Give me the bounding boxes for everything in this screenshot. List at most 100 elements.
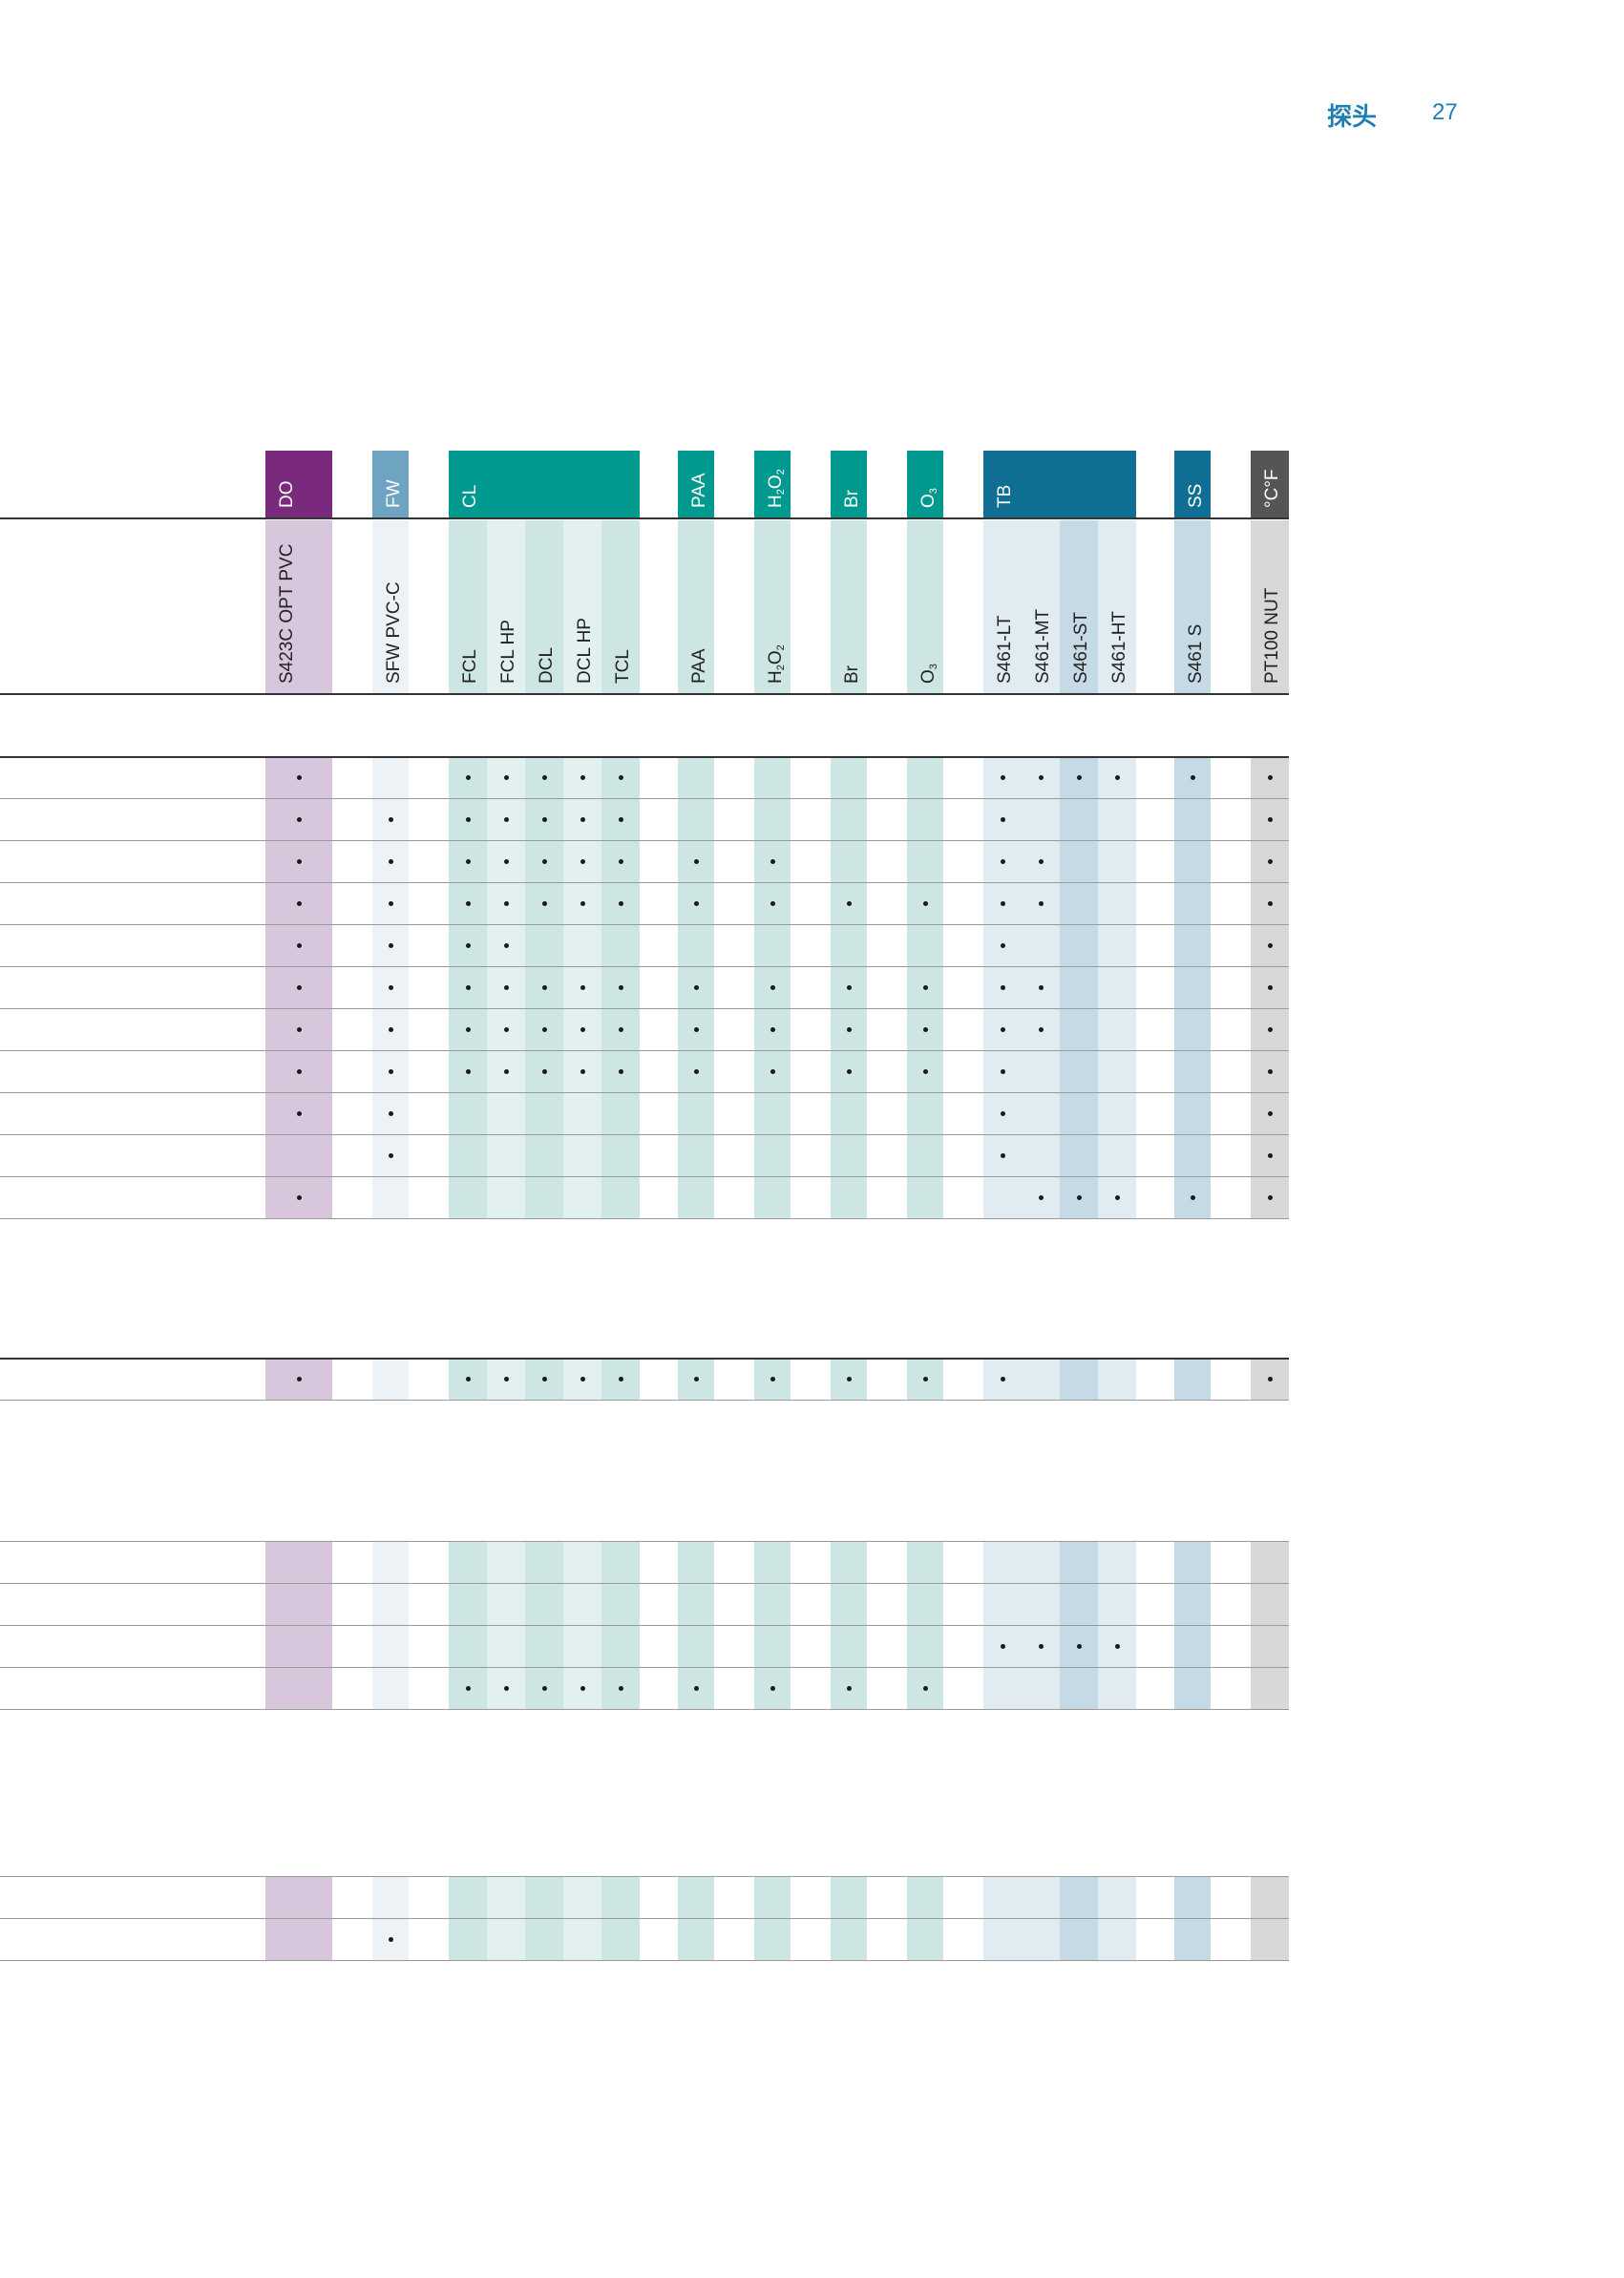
- compat-dot: [846, 1685, 852, 1691]
- compat-dot: [618, 816, 623, 822]
- compat-dot: [770, 1685, 775, 1691]
- compat-dot: [503, 1376, 509, 1382]
- compat-dot: [296, 1068, 302, 1074]
- compat-dot: [618, 1026, 623, 1032]
- compat-dot: [693, 1026, 699, 1032]
- compat-dot: [1000, 1643, 1005, 1649]
- compat-dot: [296, 984, 302, 990]
- compat-dot: [1076, 1194, 1082, 1200]
- compat-dot: [541, 1685, 547, 1691]
- column-stripe-8-0: [754, 520, 791, 693]
- row-divider: [0, 1667, 1289, 1668]
- group-header-cl: CL: [449, 451, 640, 517]
- column-stripe-14-0: [1098, 520, 1136, 693]
- group-header-h2o2: H2O2: [754, 451, 791, 517]
- column-stripe-14-1: [1098, 756, 1136, 1218]
- column-stripe-13-0: [1060, 520, 1098, 693]
- column-stripe-3-0: [487, 520, 525, 693]
- compat-dot: [922, 1685, 928, 1691]
- column-stripe-6-0: [601, 520, 640, 693]
- compat-dot: [580, 984, 585, 990]
- compat-dot: [1038, 858, 1044, 864]
- compat-dot: [541, 1026, 547, 1032]
- compat-dot: [541, 774, 547, 780]
- compat-dot: [846, 984, 852, 990]
- compat-dot: [922, 1026, 928, 1032]
- compat-dot: [541, 984, 547, 990]
- compat-dot: [1000, 858, 1005, 864]
- column-stripe-2-0: [449, 520, 487, 693]
- compat-dot: [922, 1068, 928, 1074]
- compat-dot: [465, 774, 471, 780]
- row-divider: [0, 1583, 1289, 1584]
- column-label: S461 S: [1186, 623, 1206, 684]
- compat-dot: [1000, 1068, 1005, 1074]
- column-label: FCL HP: [498, 620, 518, 684]
- compat-dot: [503, 858, 509, 864]
- compat-dot: [770, 900, 775, 906]
- column-label: SFW PVC-C: [384, 581, 404, 684]
- compat-dot: [1038, 900, 1044, 906]
- row-divider: [0, 1709, 1289, 1710]
- group-header-temp: °C°F: [1251, 451, 1289, 517]
- section-rule: [0, 756, 1289, 758]
- compat-dot: [296, 1194, 302, 1200]
- compat-dot: [770, 858, 775, 864]
- compat-dot: [580, 858, 585, 864]
- compat-dot: [1267, 1026, 1273, 1032]
- column-label: DCL HP: [575, 618, 595, 684]
- column-stripe-14-2: [1098, 1358, 1136, 1400]
- row-divider: [0, 1176, 1289, 1177]
- column-label: S461-LT: [995, 615, 1015, 684]
- compat-dot: [693, 900, 699, 906]
- compat-dot: [1000, 816, 1005, 822]
- compat-dot: [388, 1110, 393, 1116]
- compat-dot: [580, 816, 585, 822]
- column-label: S461-HT: [1109, 610, 1129, 684]
- compat-dot: [1038, 984, 1044, 990]
- compat-dot: [388, 984, 393, 990]
- compat-dot: [541, 858, 547, 864]
- column-stripe-15-1: [1174, 756, 1211, 1218]
- column-stripe-12-0: [1022, 520, 1060, 693]
- compat-dot: [846, 900, 852, 906]
- column-stripe-13-2: [1060, 1358, 1098, 1400]
- column-stripe-10-0: [907, 520, 943, 693]
- row-divider: [0, 1050, 1289, 1051]
- column-stripe-13-1: [1060, 756, 1098, 1218]
- column-label: Br: [842, 665, 862, 684]
- compat-dot: [618, 900, 623, 906]
- compat-dot: [1114, 1643, 1120, 1649]
- compat-dot: [541, 816, 547, 822]
- compat-dot: [618, 774, 623, 780]
- group-header-tb: TB: [983, 451, 1136, 517]
- row-divider: [0, 882, 1289, 883]
- compat-dot: [846, 1376, 852, 1382]
- compat-dot: [541, 1068, 547, 1074]
- column-stripe-7-0: [678, 520, 714, 693]
- compat-dot: [1000, 1026, 1005, 1032]
- compat-dot: [1038, 774, 1044, 780]
- compat-dot: [388, 858, 393, 864]
- compat-dot: [1076, 1643, 1082, 1649]
- group-header-paa: PAA: [678, 451, 714, 517]
- compat-dot: [922, 900, 928, 906]
- compat-dot: [541, 1376, 547, 1382]
- row-divider: [0, 1092, 1289, 1093]
- column-label: O3: [918, 664, 939, 684]
- compat-dot: [580, 774, 585, 780]
- row-divider: [0, 1960, 1289, 1961]
- compat-dot: [388, 816, 393, 822]
- group-header-ss: SS: [1174, 451, 1211, 517]
- compat-dot: [541, 900, 547, 906]
- column-label: S423C OPT PVC: [277, 543, 297, 684]
- compat-dot: [296, 942, 302, 948]
- column-label: H2O2: [766, 644, 787, 684]
- column-label: PAA: [689, 648, 709, 684]
- compat-dot: [1267, 1376, 1273, 1382]
- compat-dot: [503, 942, 509, 948]
- compat-dot: [1267, 858, 1273, 864]
- compat-dot: [693, 1376, 699, 1382]
- compat-dot: [618, 1068, 623, 1074]
- compat-dot: [503, 1685, 509, 1691]
